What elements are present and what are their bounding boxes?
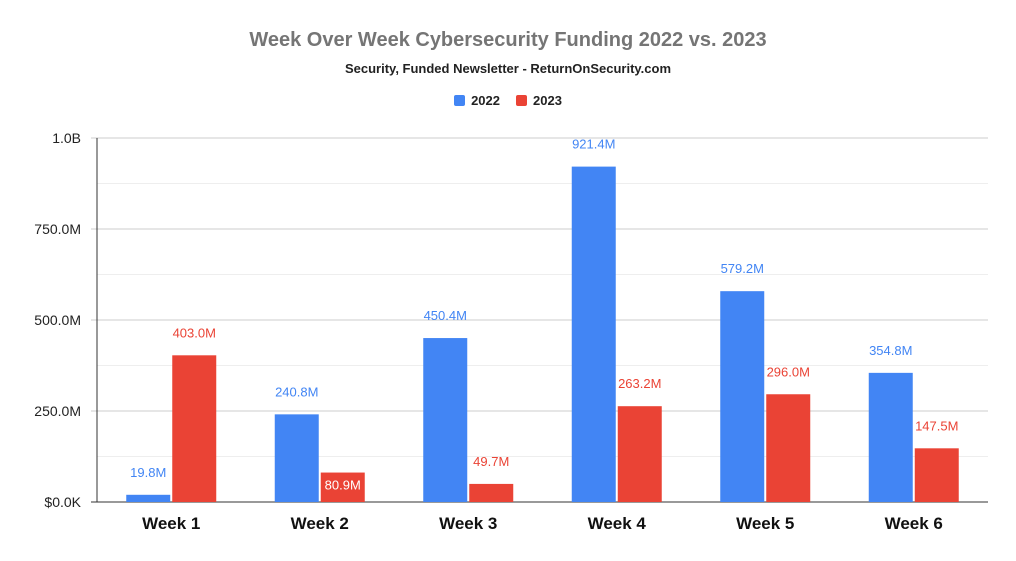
x-tick-label: Week 5	[736, 514, 794, 533]
data-label-2022-week-3: 450.4M	[424, 308, 467, 323]
x-tick-label: Week 2	[291, 514, 349, 533]
x-tick-label: Week 4	[588, 514, 647, 533]
legend-swatch-2022	[454, 95, 466, 106]
bar-2023-week-3	[469, 483, 514, 502]
bar-2023-week-1	[172, 355, 217, 502]
chart-subtitle: Security, Funded Newsletter - ReturnOnSe…	[344, 61, 672, 76]
legend: 2022 2023	[0, 93, 1016, 108]
y-tick-label: 750.0M	[34, 221, 81, 237]
bar-2023-week-4	[617, 406, 662, 502]
data-label-2023-week-4: 263.2M	[618, 376, 661, 391]
data-label-2022-week-2: 240.8M	[275, 384, 318, 399]
data-label-2023-week-1: 403.0M	[173, 325, 216, 340]
legend-label-2022: 2022	[471, 93, 500, 108]
y-tick-label: 1.0B	[52, 130, 81, 146]
legend-item-2023: 2023	[516, 93, 562, 108]
bar-2023-week-6	[914, 448, 959, 502]
data-label-2022-week-4: 921.4M	[572, 137, 615, 152]
bar-2022-week-4	[571, 166, 616, 502]
data-label-2023-week-6: 147.5M	[915, 418, 958, 433]
bar-2022-week-6	[868, 372, 913, 502]
bar-2023-week-5	[766, 394, 811, 502]
data-label-2023-week-5: 296.0M	[767, 364, 810, 379]
data-label-2022-week-1: 19.8M	[130, 465, 166, 480]
data-label-2022-week-5: 579.2M	[721, 261, 764, 276]
x-tick-label: Week 3	[439, 514, 497, 533]
data-label-2023-week-2: 80.9M	[325, 478, 361, 493]
bar-2022-week-1	[126, 494, 171, 502]
bar-2023-week-2	[320, 472, 365, 502]
x-tick-label: Week 6	[885, 514, 943, 533]
chart-title: Week Over Week Cybersecurity Funding 202…	[249, 29, 767, 51]
y-tick-label: $0.0K	[44, 494, 81, 510]
y-tick-label: 500.0M	[34, 312, 81, 328]
legend-item-2022: 2022	[454, 93, 500, 108]
data-label-2022-week-6: 354.8M	[869, 343, 912, 358]
bar-2022-week-3	[423, 338, 468, 502]
y-tick-label: 250.0M	[34, 403, 81, 419]
bar-2022-week-5	[720, 291, 765, 502]
x-tick-label: Week 1	[142, 514, 200, 533]
legend-label-2023: 2023	[533, 93, 562, 108]
bar-2022-week-2	[274, 414, 319, 502]
legend-swatch-2023	[516, 95, 527, 106]
data-label-2023-week-3: 49.7M	[473, 454, 509, 469]
